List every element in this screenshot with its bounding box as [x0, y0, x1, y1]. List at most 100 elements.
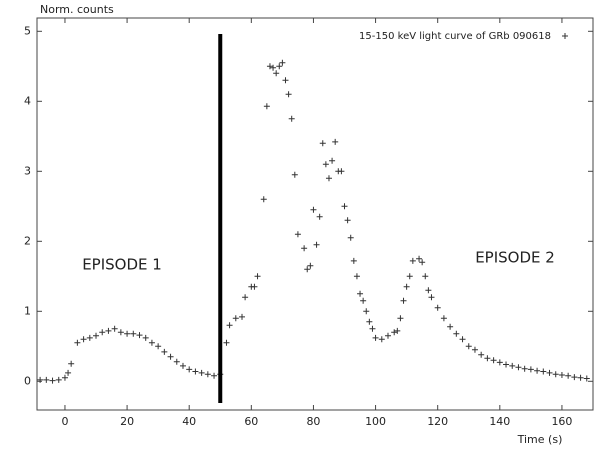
- data-point: [378, 336, 385, 343]
- data-point: [43, 376, 50, 383]
- data-point: [372, 334, 379, 341]
- data-point: [313, 241, 320, 248]
- data-point: [422, 273, 429, 280]
- data-point: [503, 361, 510, 368]
- data-point: [546, 369, 553, 376]
- data-point: [285, 91, 292, 98]
- x-tick-label: 80: [306, 415, 320, 428]
- data-point: [403, 283, 410, 290]
- data-point: [294, 231, 301, 238]
- data-point: [366, 318, 373, 325]
- y-tick-label: 0: [24, 374, 31, 387]
- data-point: [254, 273, 261, 280]
- x-tick-label: 60: [244, 415, 258, 428]
- data-point: [565, 372, 572, 379]
- data-point: [142, 334, 149, 341]
- data-point: [347, 234, 354, 241]
- data-point: [251, 283, 258, 290]
- data-point: [322, 161, 329, 168]
- data-point: [325, 175, 332, 182]
- data-point: [465, 343, 472, 350]
- data-point: [80, 336, 87, 343]
- data-point: [447, 323, 454, 330]
- y-axis-label: Norm. counts: [40, 3, 114, 16]
- data-point: [397, 315, 404, 322]
- legend-marker: [562, 33, 568, 39]
- data-point: [534, 367, 541, 374]
- data-point: [490, 357, 497, 364]
- data-point: [384, 332, 391, 339]
- annotation: EPISODE 2: [475, 249, 555, 267]
- data-point: [270, 64, 277, 71]
- data-point: [471, 346, 478, 353]
- data-point: [260, 196, 267, 203]
- x-tick-label: 100: [365, 415, 386, 428]
- data-point: [400, 297, 407, 304]
- y-tick-label: 5: [24, 24, 31, 37]
- data-point: [167, 353, 174, 360]
- data-point: [316, 213, 323, 220]
- data-point: [459, 336, 466, 343]
- legend-label: 15-150 keV light curve of GRb 090618: [359, 31, 551, 42]
- x-tick-label: 120: [427, 415, 448, 428]
- data-point: [117, 329, 124, 336]
- y-tick-label: 4: [24, 94, 31, 107]
- data-point: [242, 294, 249, 301]
- data-point: [558, 372, 565, 378]
- data-point: [155, 343, 162, 350]
- data-point: [179, 362, 186, 369]
- data-point: [111, 325, 118, 332]
- x-axis-label: Time (s): [517, 433, 563, 446]
- data-point: [186, 366, 193, 373]
- data-point: [204, 371, 211, 378]
- data-point: [37, 376, 44, 383]
- data-point: [301, 245, 308, 252]
- y-tick-label: 2: [24, 234, 31, 247]
- data-point: [363, 308, 370, 315]
- data-point: [496, 359, 503, 366]
- data-point: [223, 339, 230, 346]
- data-point: [419, 259, 426, 266]
- data-point: [192, 368, 199, 375]
- data-point: [263, 103, 270, 110]
- data-point: [198, 369, 205, 376]
- data-point: [453, 330, 460, 337]
- data-point: [239, 313, 246, 320]
- data-point: [478, 351, 485, 358]
- data-point: [99, 329, 106, 336]
- data-point: [173, 358, 180, 365]
- x-tick-label: 20: [120, 415, 134, 428]
- data-point: [161, 348, 168, 355]
- x-tick-label: 160: [551, 415, 572, 428]
- data-point: [266, 63, 273, 70]
- data-point: [211, 372, 218, 379]
- data-point: [319, 140, 326, 147]
- data-point: [425, 287, 432, 294]
- data-point: [344, 217, 351, 224]
- data-point: [74, 339, 81, 346]
- y-tick-label: 1: [24, 304, 31, 317]
- data-point: [55, 376, 62, 383]
- data-point: [350, 257, 357, 264]
- data-point: [279, 59, 286, 66]
- data-point: [291, 171, 298, 178]
- data-point: [304, 266, 311, 273]
- data-point: [148, 339, 155, 346]
- x-tick-label: 40: [182, 415, 196, 428]
- data-point: [282, 77, 289, 84]
- data-point: [416, 255, 423, 262]
- data-point: [391, 329, 398, 336]
- data-point: [124, 330, 131, 337]
- x-tick-label: 0: [61, 415, 68, 428]
- data-point: [61, 374, 68, 381]
- data-point: [577, 374, 584, 381]
- data-point: [232, 315, 239, 322]
- data-point: [338, 168, 345, 175]
- data-point: [130, 330, 137, 337]
- data-point: [341, 203, 348, 210]
- data-point: [509, 362, 516, 369]
- data-point: [86, 334, 93, 341]
- data-point: [360, 297, 367, 304]
- data-point: [273, 70, 280, 77]
